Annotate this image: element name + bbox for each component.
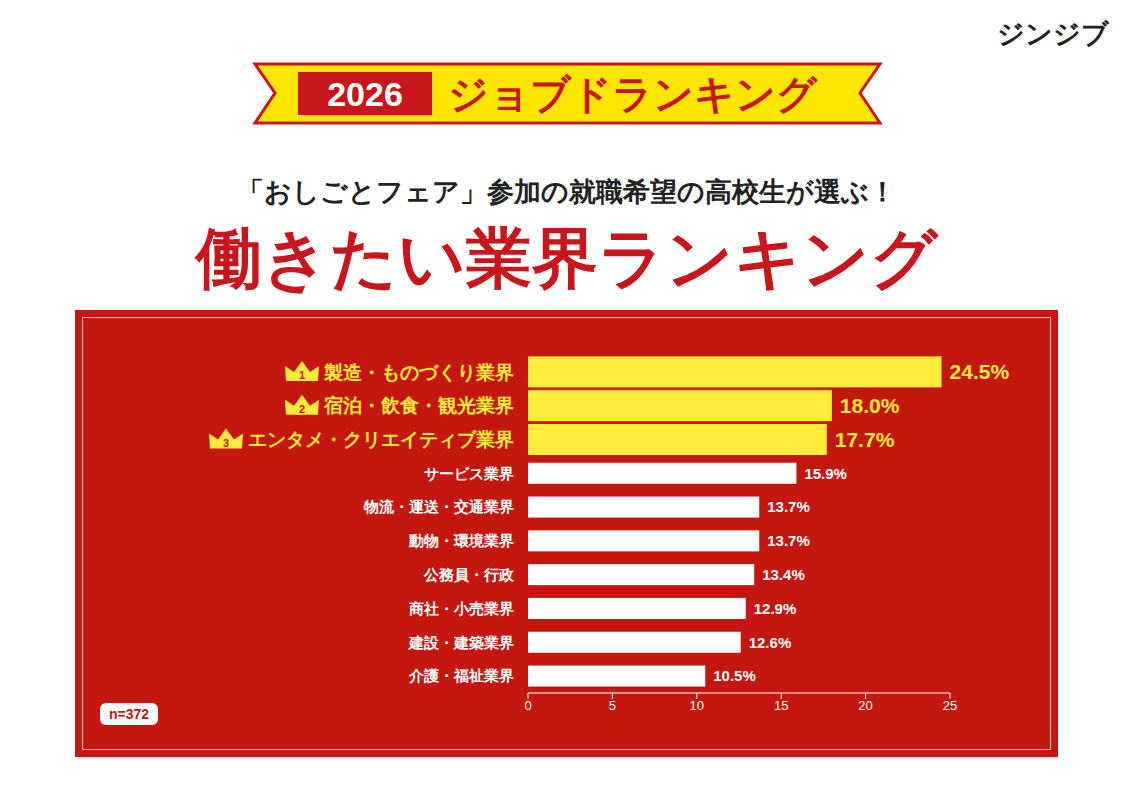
svg-text:2026: 2026 <box>327 75 403 113</box>
svg-text:5: 5 <box>609 698 616 713</box>
svg-text:3: 3 <box>223 437 229 449</box>
svg-text:24.5%: 24.5% <box>950 360 1010 383</box>
svg-text:2: 2 <box>299 403 305 415</box>
svg-text:25: 25 <box>943 698 957 713</box>
svg-text:20: 20 <box>858 698 872 713</box>
svg-text:宿泊・飲食・観光業界: 宿泊・飲食・観光業界 <box>323 394 514 416</box>
svg-text:17.7%: 17.7% <box>835 428 895 451</box>
svg-text:15: 15 <box>774 698 788 713</box>
svg-text:10.5%: 10.5% <box>713 667 756 684</box>
html-text:ジンジブ: ジンジブ <box>997 18 1109 49</box>
svg-text:サービス業界: サービス業界 <box>424 465 514 483</box>
svg-text:12.9%: 12.9% <box>754 600 797 617</box>
html-text:「おしごとフェア」参加の就職希望の高校生が選ぶ！: 「おしごとフェア」参加の就職希望の高校生が選ぶ！ <box>237 176 896 207</box>
svg-text:動物・環境業界: 動物・環境業界 <box>408 532 514 550</box>
svg-text:建設・建築業界: 建設・建築業界 <box>408 634 514 652</box>
svg-text:製造・ものづくり業界: 製造・ものづくり業界 <box>323 361 514 383</box>
svg-text:ジョブドランキング: ジョブドランキング <box>448 71 818 117</box>
svg-text:介護・福祉業界: 介護・福祉業界 <box>408 667 514 685</box>
svg-text:エンタメ・クリエイティブ業界: エンタメ・クリエイティブ業界 <box>248 428 514 450</box>
svg-text:公務員・行政: 公務員・行政 <box>423 566 515 584</box>
svg-text:13.4%: 13.4% <box>762 566 805 583</box>
svg-text:15.9%: 15.9% <box>804 465 847 482</box>
svg-text:12.6%: 12.6% <box>749 634 792 651</box>
svg-text:0: 0 <box>524 698 531 713</box>
svg-text:10: 10 <box>690 698 704 713</box>
svg-text:1: 1 <box>299 369 305 381</box>
svg-text:13.7%: 13.7% <box>767 498 810 515</box>
svg-text:物流・運送・交通業界: 物流・運送・交通業界 <box>363 498 514 516</box>
html-text:n=372: n=372 <box>109 706 150 722</box>
svg-text:商社・小売業界: 商社・小売業界 <box>408 600 514 618</box>
svg-text:18.0%: 18.0% <box>840 394 900 417</box>
svg-text:13.7%: 13.7% <box>767 532 810 549</box>
html-text:働きたい業界ランキング: 働きたい業界ランキング <box>195 220 938 297</box>
